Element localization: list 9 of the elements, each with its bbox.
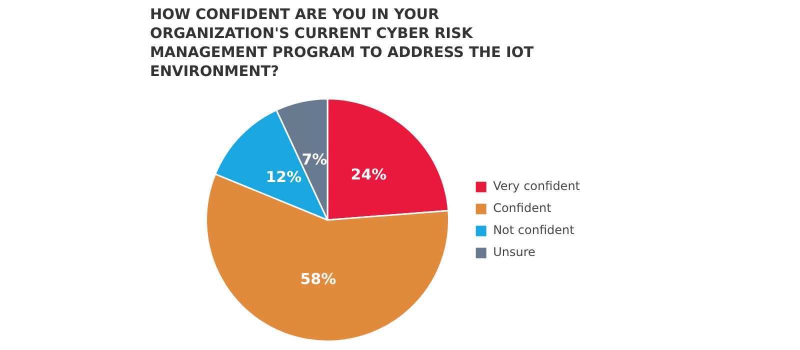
data-label: 58% xyxy=(300,270,336,288)
data-label: 12% xyxy=(266,168,302,186)
legend-label: Not confident xyxy=(493,223,575,238)
legend-label: Confident xyxy=(493,201,552,216)
legend-label: Very confident xyxy=(493,179,580,194)
legend-label: Unsure xyxy=(493,245,536,260)
data-label: 7% xyxy=(302,150,328,169)
chart-title: HOW CONFIDENT ARE YOU IN YOUR ORGANIZATION'S CURRENT CYBER RISK MANAGEMENT PROGRAM TO ADDRESS THE IOT ENVIRONMENT? xyxy=(150,6,535,82)
data-label: 24% xyxy=(350,165,387,184)
